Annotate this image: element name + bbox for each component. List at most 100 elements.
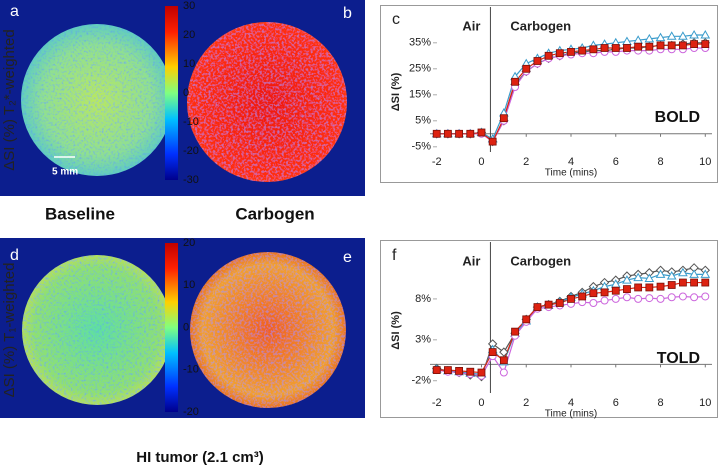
y-tick-label: 15% xyxy=(409,89,431,101)
data-point xyxy=(611,44,620,52)
panel-label: a xyxy=(10,3,19,20)
data-point xyxy=(644,273,655,282)
data-point xyxy=(511,327,519,336)
colorbar-tick-label: -20 xyxy=(183,406,199,418)
data-point xyxy=(555,299,564,307)
data-point xyxy=(656,294,665,303)
data-point xyxy=(655,269,666,278)
panel-label: f xyxy=(392,247,397,264)
data-point xyxy=(700,29,711,39)
data-point xyxy=(600,288,609,297)
data-point xyxy=(666,31,677,40)
x-tick-label: 2 xyxy=(523,397,529,409)
data-point xyxy=(622,293,631,302)
map-baseline xyxy=(22,255,172,405)
y-axis-label: ΔSI (%) xyxy=(390,72,402,111)
data-point xyxy=(477,128,486,137)
x-tick-label: 8 xyxy=(657,156,663,168)
colorbar-tick-label: 20 xyxy=(183,29,195,41)
data-point xyxy=(634,283,643,292)
x-tick-label: 0 xyxy=(478,397,484,409)
y-axis-label: ΔSI (%) xyxy=(390,311,402,350)
data-point xyxy=(679,41,687,50)
y-tick-label: -5% xyxy=(411,141,431,153)
data-point xyxy=(589,289,598,298)
data-point xyxy=(589,299,598,307)
data-point xyxy=(656,41,665,50)
data-point xyxy=(623,44,631,52)
data-point xyxy=(522,315,531,324)
colorbar xyxy=(165,6,178,180)
data-point xyxy=(499,356,508,365)
data-point xyxy=(634,42,643,51)
data-point xyxy=(466,129,475,138)
data-point xyxy=(690,293,699,302)
colorbar-tick-label: -10 xyxy=(183,116,199,128)
data-point xyxy=(689,29,699,39)
data-point xyxy=(678,31,688,40)
data-point xyxy=(689,269,699,278)
map-carbogen xyxy=(190,252,346,408)
colorbar-tick-label: -20 xyxy=(183,145,199,157)
data-point xyxy=(555,49,564,58)
data-point xyxy=(700,269,711,278)
y-tick-label: 25% xyxy=(409,63,431,75)
data-point xyxy=(655,32,666,42)
map-ylabel: ΔSI (%) T₂*-weighted xyxy=(1,29,18,170)
x-tick-label: -2 xyxy=(432,156,442,168)
data-point xyxy=(701,278,710,287)
data-point xyxy=(644,33,655,43)
data-point xyxy=(645,42,654,51)
data-point xyxy=(499,114,508,123)
data-point xyxy=(667,293,676,302)
data-point xyxy=(444,129,452,138)
x-tick-label: 6 xyxy=(613,397,619,409)
panel-label: b xyxy=(343,5,352,22)
y-tick-label: 5% xyxy=(415,115,431,127)
annotation: Air xyxy=(462,253,480,268)
colorbar-tick-label: -10 xyxy=(183,364,199,376)
colorbar xyxy=(165,243,178,412)
data-point xyxy=(611,294,620,303)
data-point xyxy=(488,348,497,356)
x-axis-label: Time (mins) xyxy=(545,168,597,179)
map-carbogen xyxy=(187,22,347,182)
data-point xyxy=(444,366,452,374)
data-point xyxy=(623,285,631,293)
x-tick-label: 6 xyxy=(613,156,619,168)
data-point xyxy=(578,46,587,55)
data-point xyxy=(611,286,620,295)
data-point xyxy=(544,300,553,309)
data-point xyxy=(701,40,710,48)
data-point xyxy=(567,48,575,56)
data-point xyxy=(666,270,677,280)
data-point xyxy=(690,278,698,287)
map-ylabel: ΔSI (%) T₁-weighted xyxy=(1,263,18,398)
data-point xyxy=(633,272,644,282)
data-point xyxy=(455,367,463,375)
data-point xyxy=(656,282,665,291)
annotation: Carbogen xyxy=(510,253,571,268)
y-tick-label: 3% xyxy=(415,334,431,346)
colorbar-tick-label: -30 xyxy=(183,174,199,186)
scale-bar-label: 5 mm xyxy=(52,167,78,178)
map-baseline xyxy=(21,24,173,176)
data-point xyxy=(544,51,553,60)
data-point xyxy=(678,267,688,277)
annotation: Air xyxy=(462,18,480,33)
data-point xyxy=(600,296,609,305)
data-point xyxy=(690,40,698,48)
colorbar-tick-label: 0 xyxy=(183,87,189,99)
panel-label: d xyxy=(10,247,19,264)
data-point xyxy=(432,366,441,374)
data-point xyxy=(679,278,687,287)
x-tick-label: -2 xyxy=(432,397,442,409)
data-point xyxy=(600,44,609,52)
data-point xyxy=(477,368,486,377)
data-point xyxy=(622,275,632,284)
chart-label: TOLD xyxy=(657,350,700,367)
data-point xyxy=(533,303,542,311)
data-point xyxy=(667,41,676,50)
data-point xyxy=(589,45,598,54)
panel-label: e xyxy=(343,249,352,266)
